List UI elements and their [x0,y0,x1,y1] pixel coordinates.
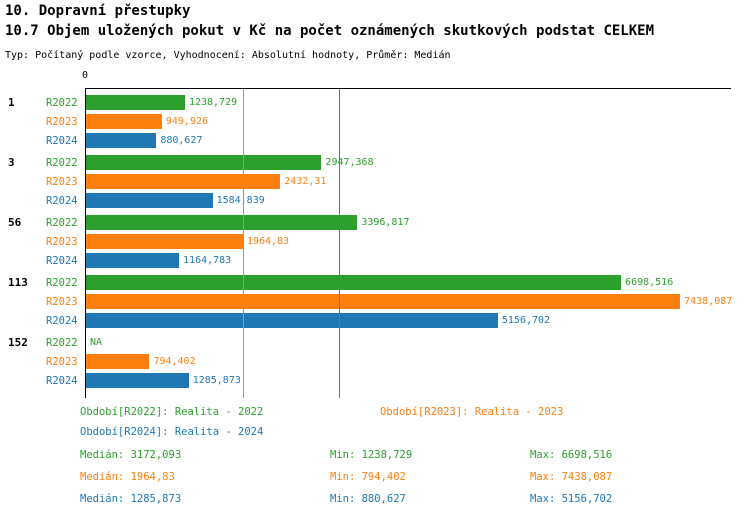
series-label: R2023 [46,115,78,128]
series-label: R2024 [46,194,78,207]
bar-group: 56 R2022 3396,817 R2023 1964,83 R2024 1164,783 [8,213,731,270]
series-label: R2023 [46,295,78,308]
series-label: R2023 [46,355,78,368]
legend-item-r2022: Období[R2022]: Realita - 2022 [80,406,264,418]
category-label: 3 [8,156,15,169]
value-label: 2432,31 [284,176,327,187]
bar-group: 1 R2022 1238,729 R2023 949,926 R2024 880,627 [8,93,731,150]
stat-max: Max: 5156,702 [530,493,613,505]
category-label: 1 [8,96,15,109]
series-label: R2022 [46,276,78,289]
series-label: R2022 [46,156,78,169]
value-bar [86,215,358,230]
stat-min: Min: 1238,729 [330,449,413,461]
value-label: 5156,702 [501,315,551,326]
value-label: 880,627 [160,135,203,146]
stats-row-r2024: Medián: 1285,873 Min: 880,627 Max: 5156,… [80,493,740,507]
value-label: 1584,839 [216,195,265,206]
bar-row: R2022 2947,368 [46,153,731,172]
stats-row-r2022: Medián: 3172,093 Min: 1238,729 Max: 6698… [80,449,740,463]
stat-median: Medián: 3172,093 [80,449,182,461]
bar-row: R2024 1285,873 [46,371,731,390]
stat-min: Min: 794,402 [330,471,406,483]
value-bar [86,174,281,189]
median-line [339,89,341,398]
legend-item-r2023: Období[R2023]: Realita - 2023 [380,406,564,418]
value-bar [86,133,157,148]
stat-max: Max: 7438,087 [530,471,613,483]
value-bar [86,253,180,268]
value-label: 1285,873 [192,375,241,386]
median-line [242,89,244,398]
value-bar [86,294,681,309]
value-bar [86,155,322,170]
stats-row-r2023: Medián: 1964,83 Min: 794,402 Max: 7438,0… [80,471,740,485]
bar-group: 3 R2022 2947,368 R2023 2432,31 R2024 1584,839 [8,153,731,210]
stat-median: Medián: 1964,83 [80,471,175,483]
value-bar [86,234,243,249]
value-label: 1964,83 [246,236,290,247]
bar-row: R2023 949,926 [46,112,731,131]
bar-row: R2023 2432,31 [46,172,731,191]
chart-title: 10.7 Objem uložených pokut v Kč na počet… [5,23,655,39]
series-label: R2024 [46,314,78,327]
bar-row: R2022 1238,729 [46,93,731,112]
value-label: 794,402 [153,356,196,367]
value-bar [86,275,622,290]
stat-max: Max: 6698,516 [530,449,613,461]
series-label: R2024 [46,254,78,267]
value-bar [86,193,213,208]
bar-group: 113 R2022 6698,516 R2023 7438,087 R2024 5156,7… [8,273,733,330]
value-label: NA [90,337,103,348]
bar-row: R2023 7438,087 [46,292,733,311]
bar-row: R2024 1584,839 [46,191,731,210]
series-label: R2023 [46,175,78,188]
series-label: R2022 [46,336,78,349]
page-title: 10. Dopravní přestupky [5,3,191,19]
value-bar [86,95,185,110]
bar-row: R2022 6698,516 [46,273,731,292]
value-bar [86,114,162,129]
category-label: 56 [8,216,22,229]
value-bar [86,373,189,388]
x-axis-zero-tick: 0 [81,70,89,81]
value-label: 7438,087 [684,296,733,307]
category-label: 152 [8,336,28,349]
value-label: 2947,368 [325,157,374,168]
bar-group: 152 R2022 NA R2023 794,402 R2024 1285,873 [8,333,731,390]
bar-row: R2023 794,402 [46,352,731,371]
stat-min: Min: 880,627 [330,493,406,505]
bar-row: R2024 5156,702 [46,311,731,330]
category-label: 113 [8,276,28,289]
chart-meta: Typ: Počítaný podle vzorce, Vyhodnocení:… [5,50,451,61]
value-label: 3396,817 [361,217,410,228]
plot-area: 1 R2022 1238,729 R2023 949,926 R2024 880,627 3 R… [8,88,733,398]
value-bar [86,313,498,328]
value-label: 6698,516 [625,277,674,288]
value-label: 1164,783 [183,255,232,266]
stat-median: Medián: 1285,873 [80,493,182,505]
bar-row: R2022 NA [46,333,731,352]
series-label: R2024 [46,134,78,147]
bar-row: R2024 880,627 [46,131,731,150]
series-label: R2022 [46,216,78,229]
series-label: R2023 [46,235,78,248]
bar-row: R2024 1164,783 [46,251,731,270]
series-label: R2022 [46,96,78,109]
value-label: 1238,729 [188,97,238,108]
series-label: R2024 [46,374,78,387]
value-bar [86,354,150,369]
value-label: 949,926 [165,116,209,127]
legend-item-r2024: Období[R2024]: Realita - 2024 [80,426,264,438]
bar-row: R2022 3396,817 [46,213,731,232]
bar-row: R2023 1964,83 [46,232,731,251]
